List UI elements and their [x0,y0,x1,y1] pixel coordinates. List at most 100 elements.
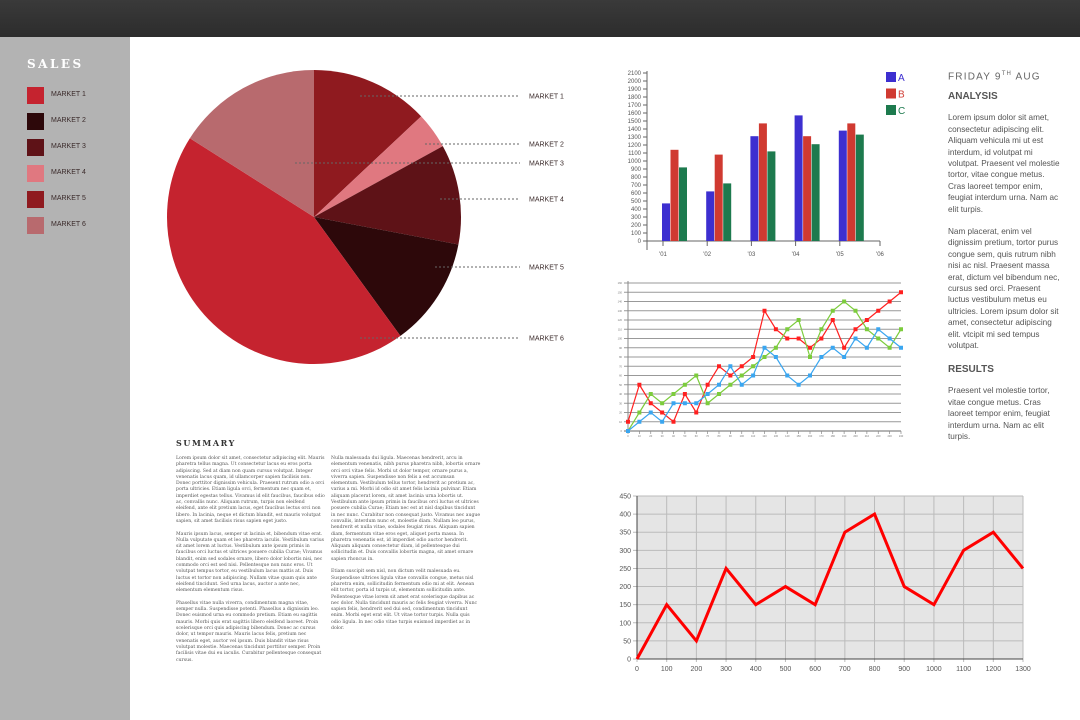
summary-paragraph: Nulla malesuada dui ligula. Maecenas hen… [331,456,481,562]
y-tick-label: 1600 [628,111,642,117]
legend-swatch [27,139,44,156]
data-point [808,373,812,378]
date-month: AUG [1012,71,1041,83]
y-tick-label: 50 [623,638,631,645]
x-tick-label: 30 [661,434,664,438]
y-tick-label: 120 [618,318,623,322]
y-tick-label: 1800 [628,95,642,101]
data-point [819,336,824,341]
x-tick-label: 150 [796,434,801,438]
legend-label: A [898,73,905,84]
x-tick-label: '03 [747,252,755,258]
bar [847,123,856,241]
legend-label: MARKET 3 [51,143,86,150]
data-point [842,345,847,350]
bar [758,123,767,241]
data-point [637,419,642,424]
bar [723,183,732,241]
x-tick-label: '02 [703,252,711,258]
x-tick-label: 700 [839,666,851,673]
x-tick-label: 140 [785,434,790,438]
date-day: FRIDAY 9 [948,71,1002,83]
bar [794,115,803,241]
y-tick-label: 2100 [628,71,642,77]
analysis-paragraph: Lorem ipsum dolor sit amet, consectetur … [948,113,1060,214]
data-point [876,327,881,332]
y-tick-label: 400 [631,207,642,213]
x-tick-label: 110 [751,434,756,438]
callout-label: MARKET 2 [529,142,564,149]
legend-swatch [27,191,44,208]
y-tick-label: 50 [619,383,622,387]
y-tick-label: 30 [619,401,622,405]
y-tick-label: 1200 [628,143,642,149]
data-point [705,401,710,406]
x-tick-label: 100 [740,434,745,438]
data-point [682,392,687,396]
y-tick-label: 1000 [628,159,642,165]
bar [662,203,670,241]
data-point [626,429,630,433]
legend-item: MARKET 4 [27,165,117,182]
legend-label: MARKET 1 [51,91,86,98]
y-tick-label: 160 [618,281,623,285]
y-tick-label: 900 [631,167,642,173]
data-point [785,327,790,332]
data-point [728,364,733,369]
x-tick-label: 10 [638,434,641,438]
x-tick-label: '05 [836,252,844,258]
data-point [671,392,676,396]
analysis-title: ANALYSIS [948,91,998,103]
x-tick-label: 210 [865,434,870,438]
x-tick-label: 200 [853,434,858,438]
summary-title: SUMMARY [176,438,236,448]
data-point [739,373,744,378]
x-tick-label: 500 [780,666,792,673]
y-tick-label: 90 [619,346,622,350]
date-suffix: TH [1001,71,1013,77]
y-tick-label: 0 [621,429,623,433]
data-point [694,410,699,415]
x-tick-label: '06 [876,252,884,258]
legend-item: MARKET 2 [27,113,117,130]
data-point [842,299,847,304]
y-tick-label: 100 [619,620,631,627]
data-point [887,336,892,341]
legend-swatch [886,72,896,82]
y-tick-label: 1300 [628,135,642,141]
y-tick-label: 60 [619,374,622,378]
y-tick-label: 70 [619,364,622,368]
callout-label: MARKET 4 [529,197,564,204]
bar [811,144,820,241]
data-point [626,419,630,424]
y-tick-label: 20 [619,411,622,415]
data-point [830,318,835,322]
date-heading: FRIDAY 9TH AUG [948,71,1063,82]
y-tick-label: 800 [631,175,642,181]
x-tick-label: 190 [842,434,847,438]
x-tick-label: 1200 [986,666,1002,673]
x-tick-label: 240 [899,434,904,438]
pie-slice [314,146,462,245]
data-point [819,327,824,332]
legend-swatch [886,88,896,99]
y-tick-label: 1500 [628,119,642,125]
data-point [785,373,790,378]
data-point [864,327,869,332]
y-tick-label: 450 [619,494,631,501]
data-point [694,373,699,378]
y-tick-label: 110 [618,327,623,331]
x-tick-label: 1300 [1015,666,1031,673]
data-point [682,382,687,387]
data-point [671,401,676,406]
x-tick-label: 900 [898,666,910,673]
bar [767,151,776,241]
y-tick-label: 1900 [628,87,642,93]
x-tick-label: 100 [661,666,673,673]
bar [750,136,759,241]
data-point [751,364,756,369]
data-point [728,382,733,387]
y-tick-label: 200 [619,584,631,591]
pie-slice [189,69,314,217]
y-tick-label: 350 [619,530,631,537]
